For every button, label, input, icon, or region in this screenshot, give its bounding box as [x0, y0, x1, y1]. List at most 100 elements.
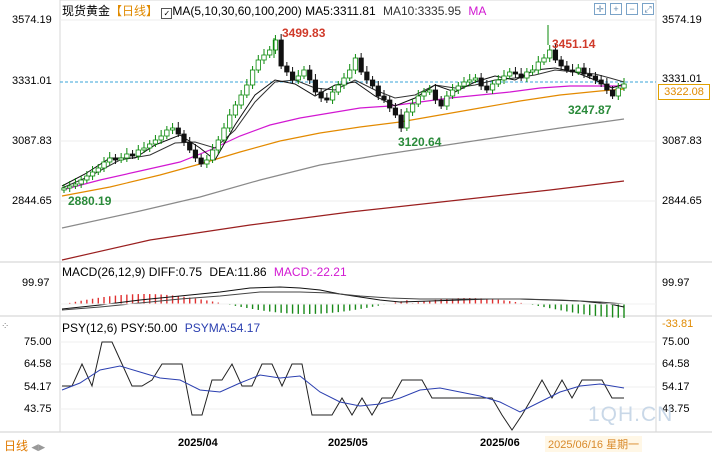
high-annotation: 3499.83 [282, 26, 326, 40]
time-tick: 2025/04 [178, 437, 218, 449]
candle-body [369, 79, 376, 87]
candle-body [318, 91, 324, 99]
candle-body [284, 65, 290, 73]
fullscreen-icon[interactable]: ⤢ [642, 3, 654, 15]
candle-body [289, 71, 296, 81]
candle-body [198, 157, 204, 165]
candle-body [615, 87, 621, 97]
macd-tick-right: -33.81 [662, 318, 694, 330]
candle-body [129, 153, 136, 157]
candle-body [449, 89, 456, 97]
candle-body [364, 71, 370, 81]
candle-body [507, 71, 513, 77]
candle-body [118, 157, 124, 161]
period-selector[interactable]: 【日线】 [110, 4, 159, 18]
candle-body [112, 157, 119, 161]
ma200-line [61, 180, 625, 261]
time-tick: 2025/05 [328, 437, 368, 449]
ma60-line [61, 88, 625, 197]
candle-body [238, 94, 244, 106]
candle-body [581, 67, 587, 75]
candle-body [255, 59, 261, 71]
candle-body [375, 85, 381, 97]
candle-body [587, 73, 593, 77]
price-tick-right: 2844.65 [662, 195, 702, 207]
candle-body [501, 75, 507, 81]
candle-body [158, 135, 164, 141]
candle-body [89, 171, 96, 177]
candle-body [301, 69, 307, 77]
candle-body [398, 114, 404, 129]
candle-body [484, 85, 490, 91]
candle-body [209, 149, 216, 161]
macd-header: MACD(26,12,9) DIFF:0.75 DEA:11.86 MACD:-… [62, 265, 347, 279]
candle-body [261, 54, 267, 61]
symbol-title: 现货黄金 [62, 4, 111, 18]
candle-body [512, 71, 519, 75]
candle-body [432, 89, 439, 101]
price-tick-right: 3087.83 [662, 135, 702, 147]
ma5-value: MA5:3311.81 [305, 4, 376, 18]
candle-body [164, 129, 170, 137]
psy-header: PSY(12,6) PSY:50.00 PSYMA:54.17 [62, 321, 260, 335]
psy-tick-right: 64.58 [662, 358, 690, 370]
candle-body [392, 107, 399, 116]
candle-body [575, 67, 581, 73]
macd-dea-line [61, 291, 625, 311]
candle-body [295, 75, 301, 81]
ma100-line [61, 118, 625, 229]
price-tick-right: 3331.01 [662, 73, 702, 85]
psyma-value: PSYMA:54.17 [184, 321, 261, 335]
psy-value: PSY:50.00 [120, 321, 178, 335]
candle-body [404, 111, 410, 129]
current-price-badge: 3322.08 [658, 84, 710, 100]
candle-body [598, 79, 604, 85]
price-gridlines [60, 19, 656, 202]
cycle-label: 日线 [4, 439, 29, 453]
candle-body [101, 161, 107, 169]
ma-toggle-checkbox[interactable]: ✓ [161, 8, 173, 19]
candle-body [335, 84, 341, 93]
candle-body [489, 83, 496, 91]
candle-body [84, 175, 90, 181]
zoom-out-icon[interactable]: − [626, 3, 638, 15]
ma10-value: MA10:3335.95 [382, 4, 462, 18]
cycle-selector[interactable]: 日线 ◀▶ [4, 437, 45, 454]
candle-body [381, 95, 387, 101]
candle-body [107, 157, 113, 163]
macd-histogram [69, 294, 625, 318]
candle-body [341, 77, 347, 86]
candle-series [61, 25, 627, 193]
candle-body [518, 73, 524, 79]
psy-tick-right: 43.75 [662, 403, 690, 415]
candle-body [324, 97, 330, 101]
candle-body [307, 69, 313, 81]
candle-body [249, 69, 256, 86]
candle-body [564, 65, 570, 71]
candle-body [347, 69, 353, 79]
candle-body [187, 141, 193, 151]
zoom-in-icon[interactable]: + [610, 3, 622, 15]
candle-body [181, 133, 187, 143]
candle-body [409, 103, 416, 113]
price-tick-right: 3574.19 [662, 14, 702, 26]
psyma-line [61, 365, 625, 413]
candle-body [72, 183, 79, 187]
macd-diff-line [61, 286, 625, 310]
price-tick-left: 2844.65 [12, 195, 52, 207]
candle-body [609, 89, 616, 97]
psy-gridlines [60, 341, 656, 410]
candle-body [329, 91, 336, 101]
candle-body [495, 79, 501, 85]
crosshair-icon[interactable]: ✛ [594, 3, 606, 15]
candle-body [61, 187, 67, 191]
candle-body [175, 127, 181, 135]
candle-body [524, 71, 530, 79]
panel-resize-handle-icon[interactable]: ⁘ [1, 321, 10, 332]
time-tick: 2025/06 [480, 437, 520, 449]
candle-body [467, 79, 473, 83]
current-date-label: 2025/06/16 星期一 [545, 436, 643, 452]
psy-tick-left: 54.17 [24, 381, 52, 393]
candle-body [535, 61, 541, 71]
